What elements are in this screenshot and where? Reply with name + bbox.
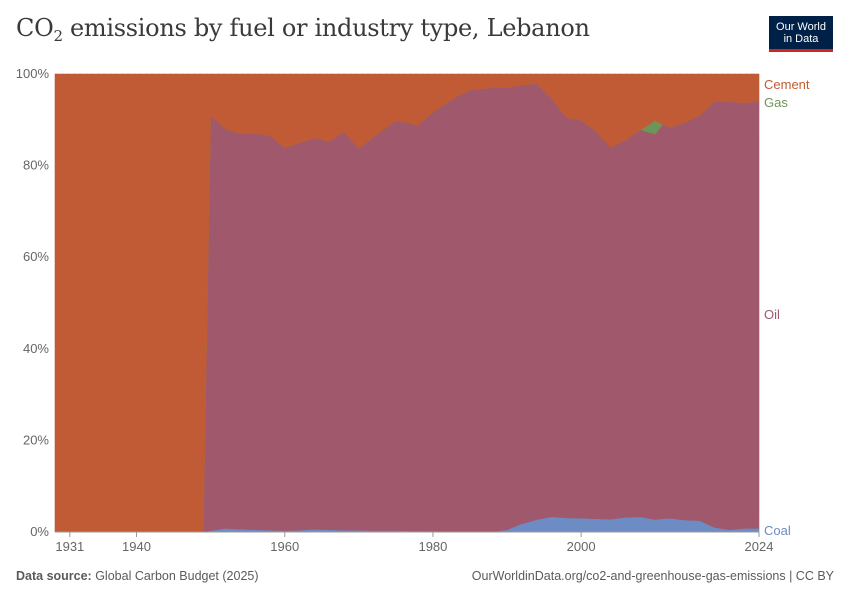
y-tick-label: 40% — [23, 341, 49, 356]
y-tick-label: 0% — [30, 524, 49, 539]
legend-coal: Coal — [764, 523, 791, 538]
area-cement — [54, 73, 760, 533]
chart-title: CO2 emissions by fuel or industry type, … — [16, 14, 590, 45]
y-tick-label: 20% — [23, 432, 49, 447]
x-tick-label: 1960 — [270, 539, 299, 554]
x-tick-label: 2024 — [745, 539, 774, 554]
data-source-value: Global Carbon Budget (2025) — [91, 569, 259, 583]
footer-credit-link[interactable]: OurWorldinData.org/co2-and-greenhouse-ga… — [471, 569, 834, 583]
y-tick-label: 100% — [16, 66, 50, 81]
logo-line-2: in Data — [783, 33, 819, 45]
y-tick-label: 80% — [23, 158, 49, 173]
data-source-label: Data source: — [16, 569, 92, 583]
x-tick-label: 1931 — [55, 539, 84, 554]
owid-logo[interactable]: Our World in Data — [769, 16, 833, 52]
title-co: CO — [16, 14, 54, 42]
data-source: Data source: Global Carbon Budget (2025) — [16, 569, 259, 583]
title-rest: emissions by fuel or industry type, Leba… — [62, 14, 590, 42]
logo-line-1: Our World — [776, 21, 826, 33]
x-tick-label: 2000 — [567, 539, 596, 554]
legend-gas: Gas — [764, 95, 788, 110]
y-tick-label: 60% — [23, 249, 49, 264]
x-tick-label: 1980 — [418, 539, 447, 554]
x-tick-label: 1940 — [122, 539, 151, 554]
legend-oil: Oil — [764, 307, 780, 322]
legend-cement: Cement — [764, 77, 810, 92]
title-subscript: 2 — [53, 27, 63, 45]
